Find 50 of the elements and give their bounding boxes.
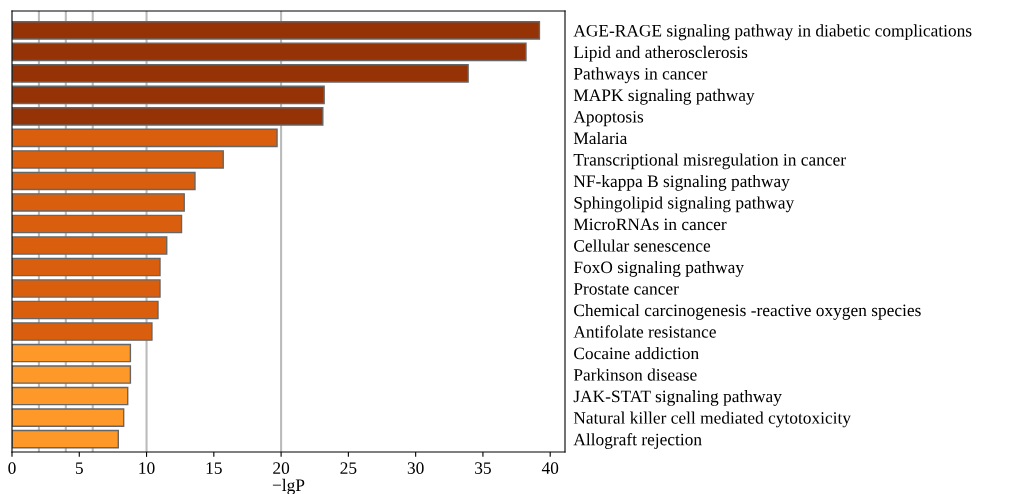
bar: [12, 236, 168, 255]
bar: [12, 64, 469, 83]
bar: [12, 300, 159, 320]
y-tick-label: Lipid and atherosclerosis: [573, 45, 748, 62]
bar: [12, 408, 125, 427]
x-tick-label: 5: [75, 462, 83, 474]
x-tick-label: 20: [273, 462, 290, 474]
bar: [12, 214, 183, 234]
bar: [12, 171, 196, 191]
x-tick-label: 30: [407, 462, 424, 474]
x-tick-label: 40: [541, 462, 559, 474]
bar: [12, 21, 541, 40]
bar: [12, 128, 278, 148]
y-tick-label: Parkinson disease: [573, 368, 697, 381]
bar: [12, 150, 224, 169]
bar: [12, 85, 325, 105]
y-tick-label: Pathways in cancer: [573, 67, 708, 84]
y-tick-label: MicroRNAs in cancer: [573, 218, 727, 231]
bar: [12, 365, 132, 384]
y-tick-label: Cellular senescence: [574, 239, 711, 252]
y-tick-label: Transcriptional misregulation in cancer: [573, 153, 846, 170]
y-tick-label: Natural killer cell mediated cytotoxicity: [573, 411, 851, 428]
y-tick-label: NF-kappa B signaling pathway: [573, 174, 790, 191]
y-tick-label: FoxO signaling pathway: [573, 260, 744, 277]
y-tick-label: Antifolate resistance: [573, 325, 716, 338]
y-tick-label: MAPK signaling pathway: [573, 88, 755, 105]
x-tick-label: 0: [8, 462, 16, 474]
y-tick-label: Malaria: [573, 131, 628, 145]
x-axis-title: −lgP: [272, 478, 305, 494]
bar: [12, 279, 161, 298]
bar: [12, 343, 132, 363]
x-tick-label: 15: [206, 462, 222, 474]
y-tick-label: Chemical carcinogenesis -reactive oxygen species: [574, 304, 921, 320]
y-tick-label: Allograft rejection: [573, 432, 702, 449]
y-tick-label: AGE-RAGE signaling pathway in diabetic complications: [573, 24, 972, 41]
y-tick-label: Prostate cancer: [573, 283, 679, 295]
bar: [12, 193, 185, 212]
bar: [12, 322, 153, 341]
x-tick-label: 35: [475, 462, 491, 474]
y-tick-label: Sphingolipid signaling pathway: [574, 196, 795, 213]
bar: [12, 386, 129, 406]
bar: [12, 257, 161, 277]
y-tick-label: Apoptosis: [573, 110, 644, 127]
x-tick-label: 25: [340, 462, 357, 474]
bar: [12, 429, 119, 449]
x-tick-label: 10: [139, 462, 155, 474]
y-tick-label: JAK-STAT signaling pathway: [573, 390, 782, 406]
bar: [12, 42, 527, 62]
bar: [12, 107, 324, 126]
y-tick-label: Cocaine addiction: [574, 347, 699, 360]
